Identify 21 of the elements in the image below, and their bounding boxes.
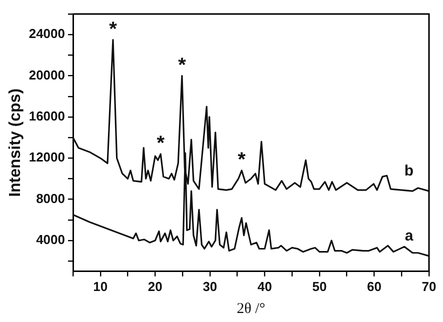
series-label: b [404,162,414,180]
series-label: a [404,228,414,245]
y-tick-label: 4000 [36,232,65,248]
x-tick-label: 20 [148,278,162,294]
y-tick-label: 16000 [28,108,65,124]
y-tick-label: 8000 [36,190,65,206]
y-tick-label: 12000 [28,150,65,165]
x-tick-label: 70 [422,278,436,294]
annotation: * [178,54,186,76]
x-tick-label: 60 [366,278,382,294]
y-tick-label: 24000 [28,26,65,42]
x-tick-label: 40 [257,278,272,294]
x-axis-title: 2θ /° [236,300,266,317]
annotation: * [156,132,165,155]
x-tick-label: 50 [312,278,327,294]
annotation: * [238,149,246,172]
y-tick-label: 20000 [28,67,65,82]
x-tick-label: 10 [93,278,108,294]
annotation: * [109,18,118,40]
y-axis-title: Intensity (cps) [7,88,24,197]
x-tick-label: 30 [202,278,218,294]
